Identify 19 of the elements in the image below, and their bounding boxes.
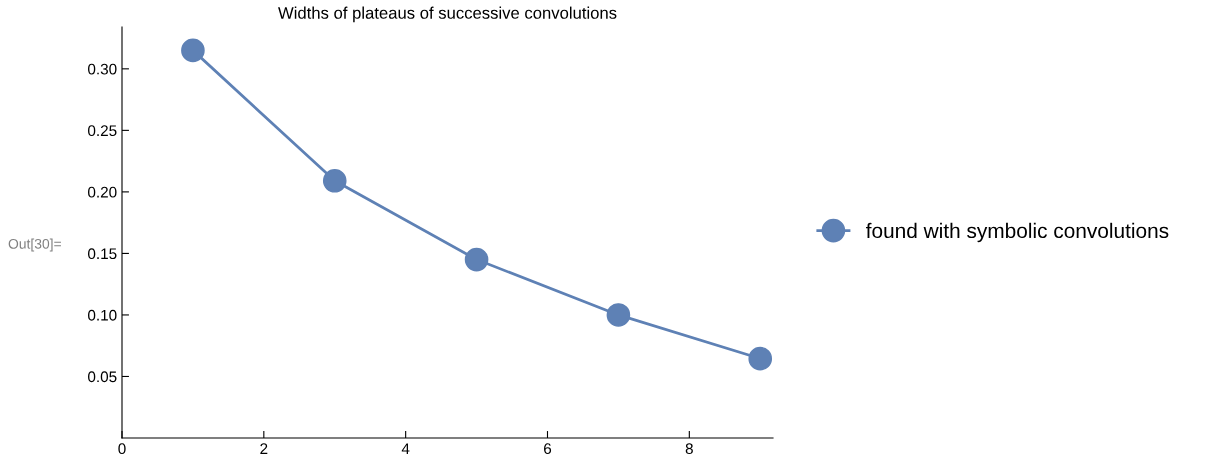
x-tick-label: 6 [544, 443, 552, 455]
x-tick-label: 2 [260, 443, 268, 454]
x-tick-label: 8 [685, 443, 693, 455]
text: Out[30]= [8, 238, 61, 252]
point [748, 346, 773, 371]
y-tick-label: 0.25 [88, 125, 117, 137]
y-tick-label: 0.15 [88, 248, 117, 260]
point [464, 247, 489, 272]
y-tick-label: 0.30 [88, 63, 117, 75]
y-tick-label: 0.05 [88, 371, 117, 383]
chart-title: Widths of plateaus of successive convolutions [278, 6, 617, 23]
x-tick-label: 4 [401, 443, 410, 454]
x-tick-label: 0 [118, 443, 126, 455]
point [322, 169, 347, 193]
legend-label: found with symbolic convolutions [866, 222, 1169, 243]
point [181, 38, 205, 63]
point [606, 303, 631, 327]
y-tick-label: 0.20 [88, 186, 117, 198]
y-tick-label: 0.10 [88, 309, 117, 321]
